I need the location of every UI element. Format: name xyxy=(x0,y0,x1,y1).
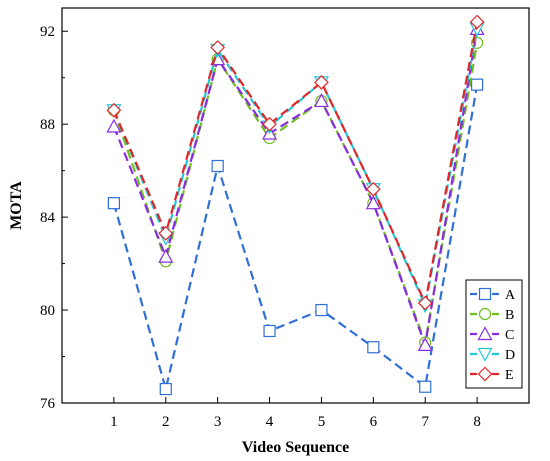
data-point xyxy=(471,78,484,91)
y-tick-label: 88 xyxy=(40,117,55,133)
data-point xyxy=(210,40,226,55)
data-point xyxy=(417,295,433,311)
series-line xyxy=(112,28,479,350)
legend-marker xyxy=(477,366,493,382)
legend-label: E xyxy=(505,368,514,383)
data-point xyxy=(469,14,485,30)
legend-item-E: E xyxy=(470,366,514,383)
series-layer xyxy=(106,14,485,396)
legend-item-C: C xyxy=(470,326,514,343)
x-tick-label: 7 xyxy=(421,414,429,430)
data-point xyxy=(158,226,174,241)
x-tick-label: 1 xyxy=(110,414,118,430)
legend-marker xyxy=(478,307,492,321)
data-point xyxy=(107,197,120,210)
legend-label: C xyxy=(505,328,514,343)
legend-label: A xyxy=(505,288,516,303)
data-point xyxy=(159,382,172,396)
y-tick-label: 84 xyxy=(40,210,56,226)
series-line xyxy=(112,42,479,347)
legend-marker xyxy=(478,287,492,301)
data-point xyxy=(365,195,381,210)
data-point xyxy=(158,248,174,263)
data-point xyxy=(419,380,432,393)
data-point xyxy=(417,337,433,352)
data-point xyxy=(211,159,224,173)
data-point xyxy=(315,303,328,317)
data-point xyxy=(313,93,329,108)
ticks-layer: 1 2 3 4 5 6 7 8 76 80 84 88 92 xyxy=(40,24,481,430)
series-line xyxy=(112,84,479,390)
y-tick-label: 76 xyxy=(40,396,56,412)
data-point xyxy=(314,75,329,90)
series-E xyxy=(106,14,485,311)
x-tick-label: 2 xyxy=(162,414,170,430)
legend-label: B xyxy=(505,308,514,323)
data-point xyxy=(262,116,277,132)
plot-frame xyxy=(61,7,530,404)
data-point xyxy=(106,102,122,118)
legend-marker xyxy=(477,326,493,341)
x-tick-label: 4 xyxy=(266,414,274,430)
y-tick-label: 92 xyxy=(40,24,55,40)
series-C xyxy=(106,21,485,352)
x-tick-label: 8 xyxy=(473,414,481,430)
y-tick-label: 80 xyxy=(40,303,55,319)
x-tick-label: 3 xyxy=(214,414,222,430)
legend-item-A: A xyxy=(470,287,516,303)
data-point xyxy=(263,324,276,338)
series-A xyxy=(107,78,484,396)
x-tick-label: 5 xyxy=(318,414,326,430)
data-point xyxy=(365,181,381,197)
data-point xyxy=(106,118,122,133)
legend-item-B: B xyxy=(470,307,514,323)
x-tick-label: 6 xyxy=(370,414,378,430)
data-point xyxy=(367,341,380,354)
series-line xyxy=(112,21,479,307)
x-axis-label: Video Sequence xyxy=(242,439,349,456)
y-axis-label: MOTA xyxy=(8,181,25,230)
series-D xyxy=(106,22,485,314)
legend-label: D xyxy=(505,348,515,363)
legend-item-D: D xyxy=(470,347,515,363)
legend-marker xyxy=(477,347,493,362)
series-line xyxy=(112,28,479,310)
